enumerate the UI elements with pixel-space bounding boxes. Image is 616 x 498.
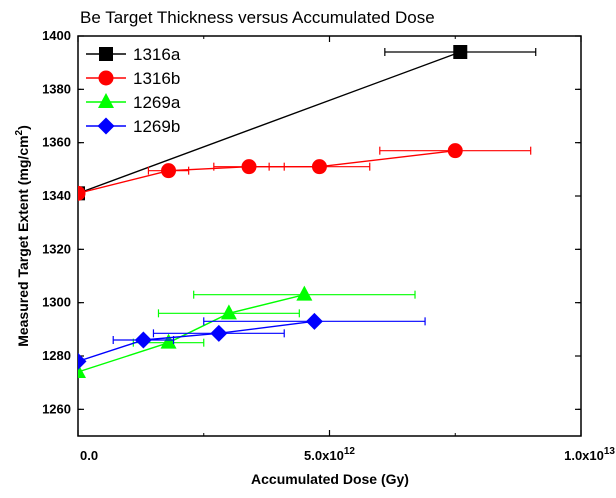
- y-axis-label-end: ): [15, 125, 31, 130]
- series-layer: [78, 45, 537, 378]
- series-1269a: [78, 285, 416, 378]
- legend-item-1269b: 1269b: [86, 117, 180, 136]
- series-line: [78, 51, 461, 194]
- y-tick-label: 1300: [42, 295, 71, 310]
- data-point: [311, 159, 327, 175]
- x-tick-label-base: 0.0: [80, 448, 98, 463]
- axis-ticks: 1260 1280 1300 1320 1340 1360 1380 1400 0.0 5.0x1…: [42, 28, 615, 463]
- legend-label: 1316a: [133, 45, 181, 64]
- x-tick-label: 1.0x1013: [564, 446, 615, 463]
- data-point: [160, 333, 177, 349]
- data-point: [241, 159, 257, 175]
- data-point: [453, 45, 468, 59]
- series-1316b: [78, 143, 532, 201]
- legend-label: 1316b: [133, 69, 180, 88]
- y-tick-label: 1400: [42, 28, 71, 43]
- legend-marker: [98, 93, 114, 108]
- data-point: [78, 352, 87, 370]
- y-tick-label: 1260: [42, 401, 71, 416]
- x-tick-label: 0.0: [80, 448, 98, 463]
- legend: 1316a 1316b 1269a 1269b: [86, 45, 181, 136]
- x-tick-label: 5.0x1012: [304, 446, 355, 463]
- y-tick-label: 1280: [42, 348, 71, 363]
- data-point: [134, 331, 152, 349]
- y-axis-label-main: Measured Target Extent (mg/cm: [15, 135, 31, 346]
- y-tick-label: 1380: [42, 81, 71, 96]
- series-line: [78, 293, 305, 373]
- x-tick-label-exponent: 12: [344, 446, 356, 457]
- data-point: [161, 163, 177, 179]
- legend-label: 1269b: [133, 117, 180, 136]
- legend-marker: [98, 70, 114, 86]
- y-tick-label: 1340: [42, 188, 71, 203]
- series-1269b: [78, 312, 426, 370]
- y-tick-label: 1360: [42, 135, 71, 150]
- x-tick-label-base: 5.0x10: [304, 448, 344, 463]
- data-point: [296, 285, 313, 301]
- legend-item-1316a: 1316a: [86, 45, 181, 64]
- data-point: [210, 324, 228, 342]
- y-axis-label: Measured Target Extent (mg/cm2): [14, 125, 31, 347]
- legend-marker: [99, 47, 113, 61]
- series-line: [78, 320, 315, 362]
- x-tick-label-base: 1.0x10: [564, 448, 604, 463]
- data-point: [220, 304, 237, 320]
- data-point: [305, 312, 323, 330]
- data-point: [447, 143, 463, 159]
- legend-item-1316b: 1316b: [86, 69, 180, 88]
- data-point: [78, 185, 86, 201]
- x-axis-label: Accumulated Dose (Gy): [251, 471, 409, 487]
- chart-title: Be Target Thickness versus Accumulated D…: [80, 8, 435, 27]
- y-tick-label: 1320: [42, 241, 71, 256]
- legend-item-1269a: 1269a: [86, 93, 181, 112]
- legend-marker: [97, 117, 115, 135]
- legend-label: 1269a: [133, 93, 181, 112]
- x-tick-label-exponent: 13: [604, 446, 616, 457]
- y-axis-label-sup: 2: [14, 129, 25, 135]
